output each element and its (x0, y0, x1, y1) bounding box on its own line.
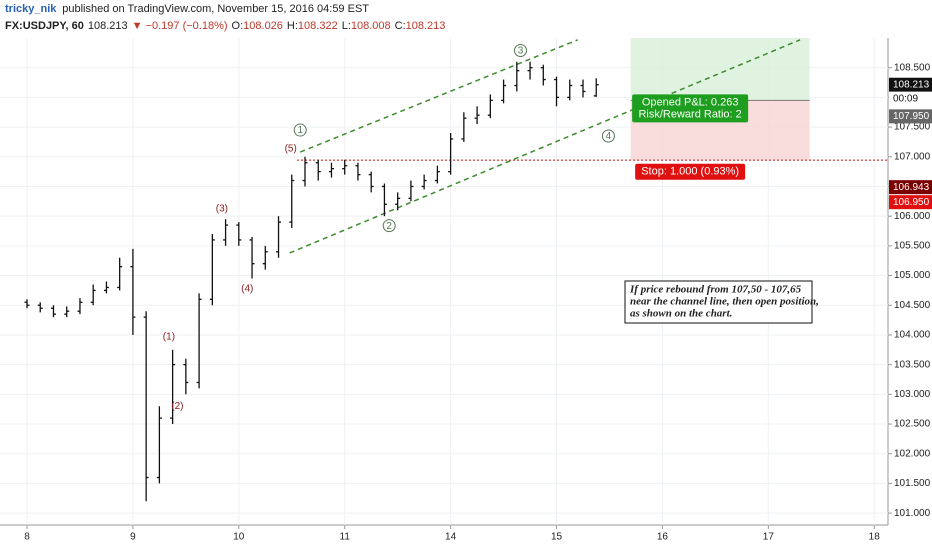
stop-line-price: 106.943 (893, 182, 930, 193)
y-tick-label: 106.000 (894, 211, 931, 222)
last-price: 108.213 (893, 79, 930, 90)
y-tick-label: 103.000 (894, 389, 931, 400)
stop-line-price-bg (889, 180, 932, 195)
ohlc-label: C: (395, 20, 406, 32)
x-tick-label: 8 (24, 532, 30, 543)
plot-area (0, 38, 888, 525)
stop-price-bg (889, 195, 932, 210)
ohlc-label: H: (287, 20, 298, 32)
ohlc-value: 108.008 (351, 20, 391, 32)
target-zone (630, 38, 810, 101)
x-tick-label: 17 (763, 532, 775, 543)
y-tick-label: 101.000 (894, 508, 931, 519)
stop-price: 106.950 (893, 197, 930, 208)
y-tick-label: 104.500 (894, 300, 931, 311)
stop-box (635, 163, 746, 180)
wave-label: (1) (163, 331, 175, 342)
pnl-box (632, 94, 749, 123)
ohlc-value: 108.026 (243, 20, 283, 32)
pnl-label: Opened P&L: 0.263 (642, 96, 739, 108)
symbol: FX:USDJPY, 60 (5, 20, 84, 32)
wave-circle (293, 123, 307, 137)
entry-price-bg (889, 109, 932, 124)
overlay: FX:USDJPY, 60 108.213 ▼ −0.197 (−0.18%) O: 1… (5, 20, 932, 543)
countdown-bg (889, 91, 932, 106)
stop-label: Stop: 1.000 (0.93%) (641, 166, 739, 178)
x-tick-label: 15 (551, 532, 563, 543)
y-tick-label: 105.500 (894, 241, 931, 252)
wave-label: (5) (285, 144, 297, 155)
y-tick-label: 102.500 (894, 419, 931, 430)
y-tick-label: 104.000 (894, 330, 931, 341)
x-tick-label: 11 (340, 532, 351, 543)
y-tick-label: 102.000 (894, 448, 931, 459)
chart-title: published on TradingView.com, November 1… (62, 3, 369, 15)
last-value: 108.213 (88, 20, 128, 32)
wave-label: 3 (518, 46, 524, 57)
y-tick-label: 108.500 (894, 62, 931, 73)
ohlc-label: O: (232, 20, 244, 32)
x-tick-label: 9 (130, 532, 136, 543)
note-box (624, 280, 813, 324)
wave-label: (2) (171, 401, 183, 412)
change: ▼ −0.197 (−0.18%) (132, 20, 228, 32)
y-tick-label: 101.500 (894, 478, 931, 489)
ohlc-value: 108.213 (406, 20, 446, 32)
wave-label: 1 (297, 125, 303, 136)
wave-circle (601, 129, 615, 143)
x-tick-label: 14 (445, 532, 457, 543)
x-tick-label: 16 (657, 532, 669, 543)
x-tick-label: 10 (233, 532, 245, 543)
wave-label: (4) (241, 283, 253, 294)
countdown: 00:09 (893, 93, 918, 104)
y-tick-label: 105.000 (894, 270, 931, 281)
author[interactable]: tricky_nik (5, 3, 57, 15)
last-price-bg (889, 77, 932, 92)
x-tick-label: 18 (869, 532, 881, 543)
note-text: near the channel line, then open positio… (630, 296, 819, 308)
ohlc-value: 108.322 (298, 20, 338, 32)
wave-label: 2 (386, 221, 392, 232)
wave-label: (3) (216, 204, 228, 215)
y-tick-label: 107.000 (894, 151, 931, 162)
rr-label: Risk/Reward Ratio: 2 (638, 108, 741, 120)
ohlc-label: L: (342, 20, 351, 32)
channel-line (299, 39, 578, 153)
entry-price: 107.950 (893, 111, 930, 122)
channel-line (289, 39, 801, 254)
y-tick-label: 103.500 (894, 359, 931, 370)
wave-circle (514, 43, 528, 57)
y-tick-label: 107.500 (894, 122, 931, 133)
note-text: If price rebound from 107,50 - 107,65 (629, 284, 802, 296)
note-text: as shown on the chart. (630, 308, 732, 320)
wave-circle (382, 219, 396, 233)
wave-label: 4 (606, 131, 612, 142)
